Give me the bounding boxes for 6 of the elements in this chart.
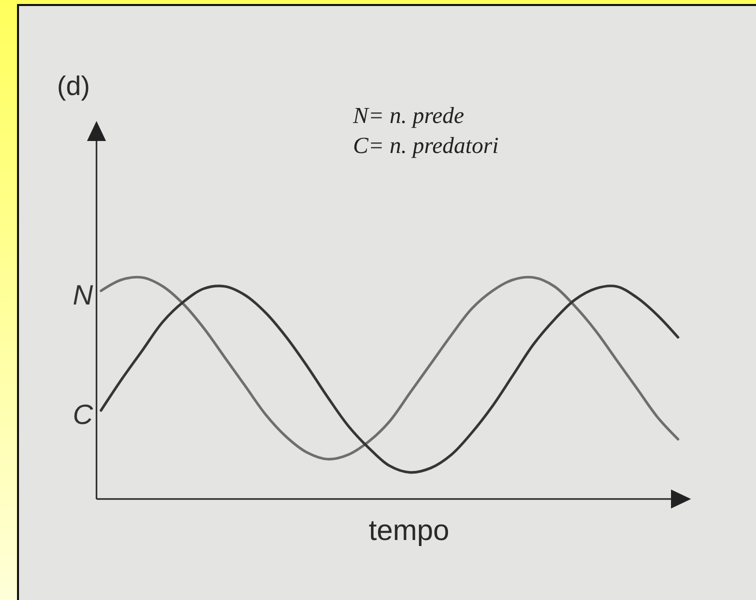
text: N= n. prede: [352, 103, 464, 128]
chart-title: (d): [57, 71, 90, 101]
series-label: N: [72, 279, 94, 310]
text: C= n. predatori: [353, 133, 499, 158]
series-label: C: [72, 398, 94, 430]
x-axis-title: tempo: [368, 515, 450, 547]
